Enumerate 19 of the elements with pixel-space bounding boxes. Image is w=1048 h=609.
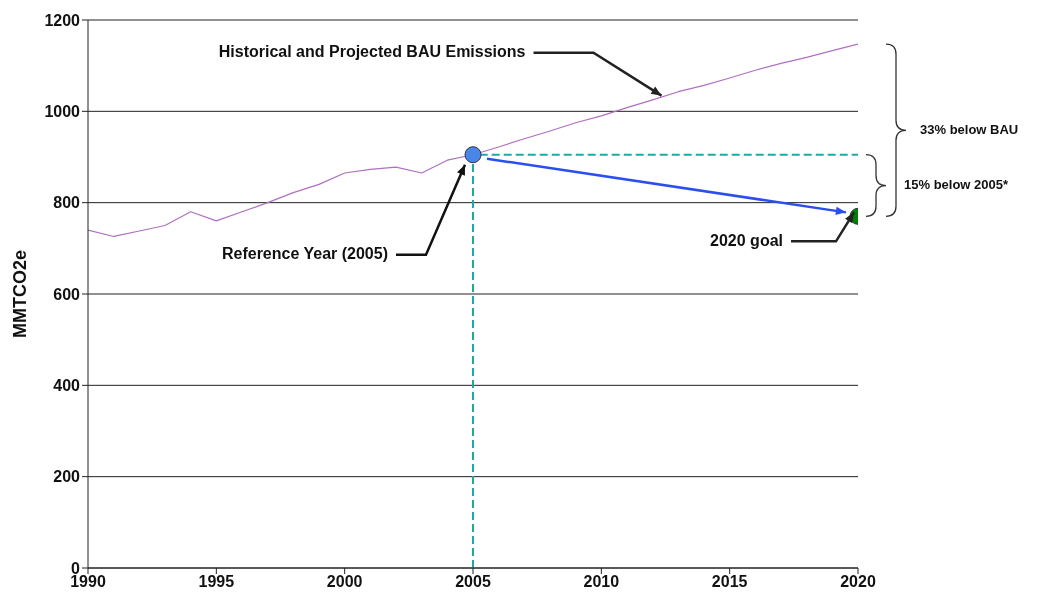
y-tick-label: 400 xyxy=(53,377,81,395)
x-tick-label: 2015 xyxy=(711,573,748,591)
x-tick-label: 1990 xyxy=(70,573,106,591)
y-tick-label: 600 xyxy=(53,285,81,303)
x-tick-label: 1995 xyxy=(198,573,235,591)
annotation: 2020 goal xyxy=(710,231,783,249)
y-tick-label: 200 xyxy=(53,468,81,486)
annotation: Reference Year (2005) xyxy=(221,244,388,262)
annotation: Historical and Projected BAU Emissions xyxy=(218,42,526,60)
x-tick-label: 2020 xyxy=(840,573,876,591)
y-tick-label: 800 xyxy=(53,194,81,212)
text: 33% below BAU xyxy=(920,121,1019,137)
y-tick-label: 1000 xyxy=(44,103,81,121)
x-tick-label: 2000 xyxy=(326,573,363,591)
y-axis-title: MMTCO2e xyxy=(10,249,31,339)
y-tick-label: 1200 xyxy=(44,11,81,29)
text: 15% below 2005* xyxy=(904,176,1009,192)
x-tick-label: 2005 xyxy=(455,573,491,591)
x-tick-label: 2010 xyxy=(583,573,620,591)
